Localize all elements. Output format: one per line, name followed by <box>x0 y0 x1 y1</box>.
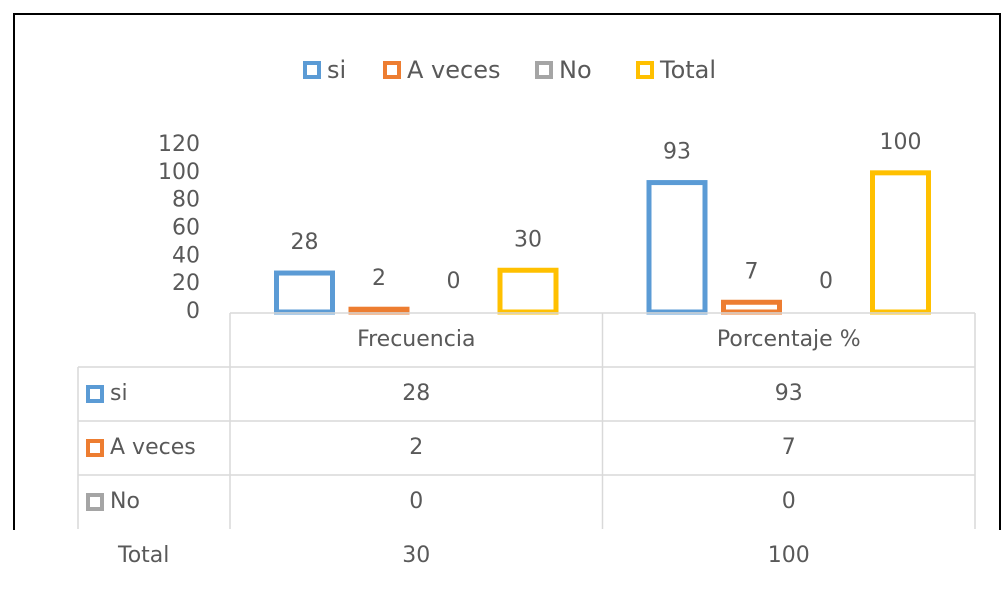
data-label: 0 <box>819 269 833 294</box>
bar <box>274 270 335 315</box>
table-cell: 7 <box>782 435 796 460</box>
table-cell: 28 <box>402 381 430 406</box>
table-row-label: No <box>110 489 140 514</box>
y-tick-label: 80 <box>172 188 200 213</box>
data-label: 93 <box>663 140 691 165</box>
chart-border <box>13 13 1001 530</box>
table-cell: 93 <box>775 381 803 406</box>
y-tick-label: 0 <box>186 299 200 324</box>
data-label: 28 <box>291 230 319 255</box>
legend-swatch <box>383 61 401 79</box>
y-tick-label: 60 <box>172 216 200 241</box>
data-label: 7 <box>745 259 759 284</box>
bar <box>348 306 410 315</box>
y-tick-label: 20 <box>172 271 200 296</box>
table-key <box>86 493 104 511</box>
y-tick-label: 100 <box>158 160 200 185</box>
table-cell: 30 <box>402 543 430 568</box>
table-header: Porcentaje % <box>717 327 861 352</box>
data-label: 100 <box>880 130 922 155</box>
bar <box>497 267 559 315</box>
bar <box>870 170 931 315</box>
legend-label: si <box>327 56 346 84</box>
table-key <box>86 385 104 403</box>
table-row-label: si <box>110 381 128 406</box>
table-row-label: Total <box>117 543 169 568</box>
data-label: 30 <box>514 227 542 252</box>
legend-label: A veces <box>407 56 500 84</box>
legend-swatch <box>636 61 654 79</box>
legend-swatch <box>303 61 321 79</box>
data-label: 2 <box>372 266 386 291</box>
table-row-label: A veces <box>110 435 196 460</box>
y-tick-label: 120 <box>158 132 200 157</box>
table-cell: 100 <box>768 543 810 568</box>
table-key <box>86 439 104 457</box>
table-cell: 0 <box>409 489 423 514</box>
legend-label: No <box>559 56 592 84</box>
bar <box>721 299 782 315</box>
table-header: Frecuencia <box>357 327 475 352</box>
data-label: 0 <box>447 269 461 294</box>
legend-label: Total <box>659 56 716 84</box>
y-tick-label: 40 <box>172 243 200 268</box>
legend-swatch <box>535 61 553 79</box>
table-cell: 0 <box>782 489 796 514</box>
table-cell: 2 <box>409 435 423 460</box>
bar <box>646 180 708 315</box>
